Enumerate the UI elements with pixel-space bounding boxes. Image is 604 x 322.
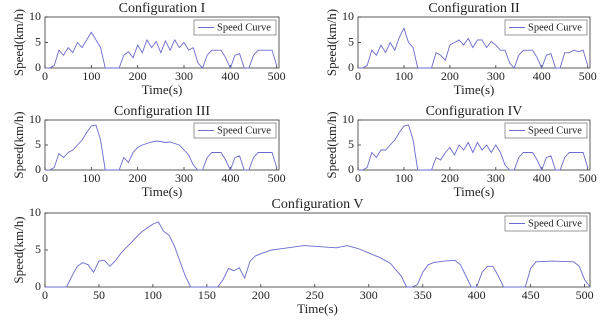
x-tick-label: 400 xyxy=(533,171,551,185)
chart-title: Configuration II xyxy=(428,1,520,16)
x-axis-label: Time(s) xyxy=(142,82,183,97)
speed-line xyxy=(45,124,278,172)
x-tick-label: 500 xyxy=(579,171,597,185)
x-tick-label: 400 xyxy=(533,69,551,83)
legend-label: Speed Curve xyxy=(217,22,271,33)
legend-label: Speed Curve xyxy=(528,125,582,136)
x-tick-label: 100 xyxy=(144,288,162,302)
x-tick-label: 0 xyxy=(42,288,48,302)
y-axis-label: Speed(km/h) xyxy=(324,9,339,76)
x-tick-label: 0 xyxy=(42,171,48,185)
x-tick-label: 200 xyxy=(441,171,459,185)
y-tick-label: 0 xyxy=(35,162,41,176)
y-tick-label: 5 xyxy=(35,137,41,151)
speed-line xyxy=(358,124,589,172)
x-tick-label: 100 xyxy=(395,69,413,83)
x-tick-label: 500 xyxy=(268,171,286,185)
speed-line xyxy=(358,27,589,70)
y-tick-label: 0 xyxy=(348,60,354,74)
x-tick-label: 300 xyxy=(175,69,193,83)
chart-title: Configuration III xyxy=(114,104,210,119)
x-tick-label: 400 xyxy=(221,171,239,185)
chart-title: Configuration IV xyxy=(426,104,523,119)
legend-box xyxy=(193,122,277,139)
x-tick-label: 500 xyxy=(576,288,594,302)
y-axis-label: Speed(km/h) xyxy=(11,9,26,76)
y-tick-label: 10 xyxy=(29,205,41,219)
x-tick-label: 250 xyxy=(306,288,324,302)
x-tick-label: 100 xyxy=(82,171,100,185)
y-tick-label: 10 xyxy=(342,9,354,23)
y-tick-label: 0 xyxy=(348,162,354,176)
legend-box xyxy=(193,19,277,36)
x-tick-label: 100 xyxy=(82,69,100,83)
x-tick-label: 300 xyxy=(487,171,505,185)
x-axis-label: Time(s) xyxy=(454,82,495,97)
y-tick-label: 10 xyxy=(29,112,41,126)
x-tick-label: 200 xyxy=(252,288,270,302)
legend-box xyxy=(504,215,588,232)
y-tick-label: 5 xyxy=(35,34,41,48)
x-tick-label: 100 xyxy=(395,171,413,185)
x-tick-label: 400 xyxy=(468,288,486,302)
x-tick-label: 200 xyxy=(129,69,147,83)
x-tick-label: 500 xyxy=(268,69,286,83)
legend-label: Speed Curve xyxy=(528,22,582,33)
axes-box xyxy=(44,212,591,288)
x-axis-label: Time(s) xyxy=(297,301,338,316)
speed-line xyxy=(45,221,591,288)
x-tick-label: 400 xyxy=(221,69,239,83)
x-tick-label: 200 xyxy=(441,69,459,83)
y-tick-label: 0 xyxy=(35,279,41,293)
y-tick-label: 5 xyxy=(348,34,354,48)
x-tick-label: 200 xyxy=(129,171,147,185)
legend-label: Speed Curve xyxy=(528,218,582,229)
y-tick-label: 5 xyxy=(348,137,354,151)
y-axis-label: Speed(km/h) xyxy=(324,111,339,178)
x-axis-label: Time(s) xyxy=(454,184,495,199)
x-tick-label: 150 xyxy=(198,288,216,302)
x-axis-label: Time(s) xyxy=(142,184,183,199)
y-tick-label: 10 xyxy=(342,112,354,126)
legend-box xyxy=(504,122,588,139)
x-tick-label: 50 xyxy=(93,288,105,302)
speed-line xyxy=(45,31,278,70)
y-tick-label: 5 xyxy=(35,242,41,256)
x-tick-label: 0 xyxy=(42,69,48,83)
x-tick-label: 350 xyxy=(414,288,432,302)
legend-box xyxy=(504,19,588,36)
x-tick-label: 450 xyxy=(522,288,540,302)
chart-title: Configuration V xyxy=(272,197,364,212)
x-tick-label: 300 xyxy=(175,171,193,185)
y-axis-label: Speed(km/h) xyxy=(11,216,26,283)
legend-label: Speed Curve xyxy=(217,125,271,136)
x-tick-label: 300 xyxy=(487,69,505,83)
x-tick-label: 0 xyxy=(355,171,361,185)
x-tick-label: 0 xyxy=(355,69,361,83)
x-tick-label: 300 xyxy=(360,288,378,302)
y-tick-label: 0 xyxy=(35,60,41,74)
chart-title: Configuration I xyxy=(119,1,206,16)
y-tick-label: 10 xyxy=(29,9,41,23)
x-tick-label: 500 xyxy=(579,69,597,83)
y-axis-label: Speed(km/h) xyxy=(11,111,26,178)
